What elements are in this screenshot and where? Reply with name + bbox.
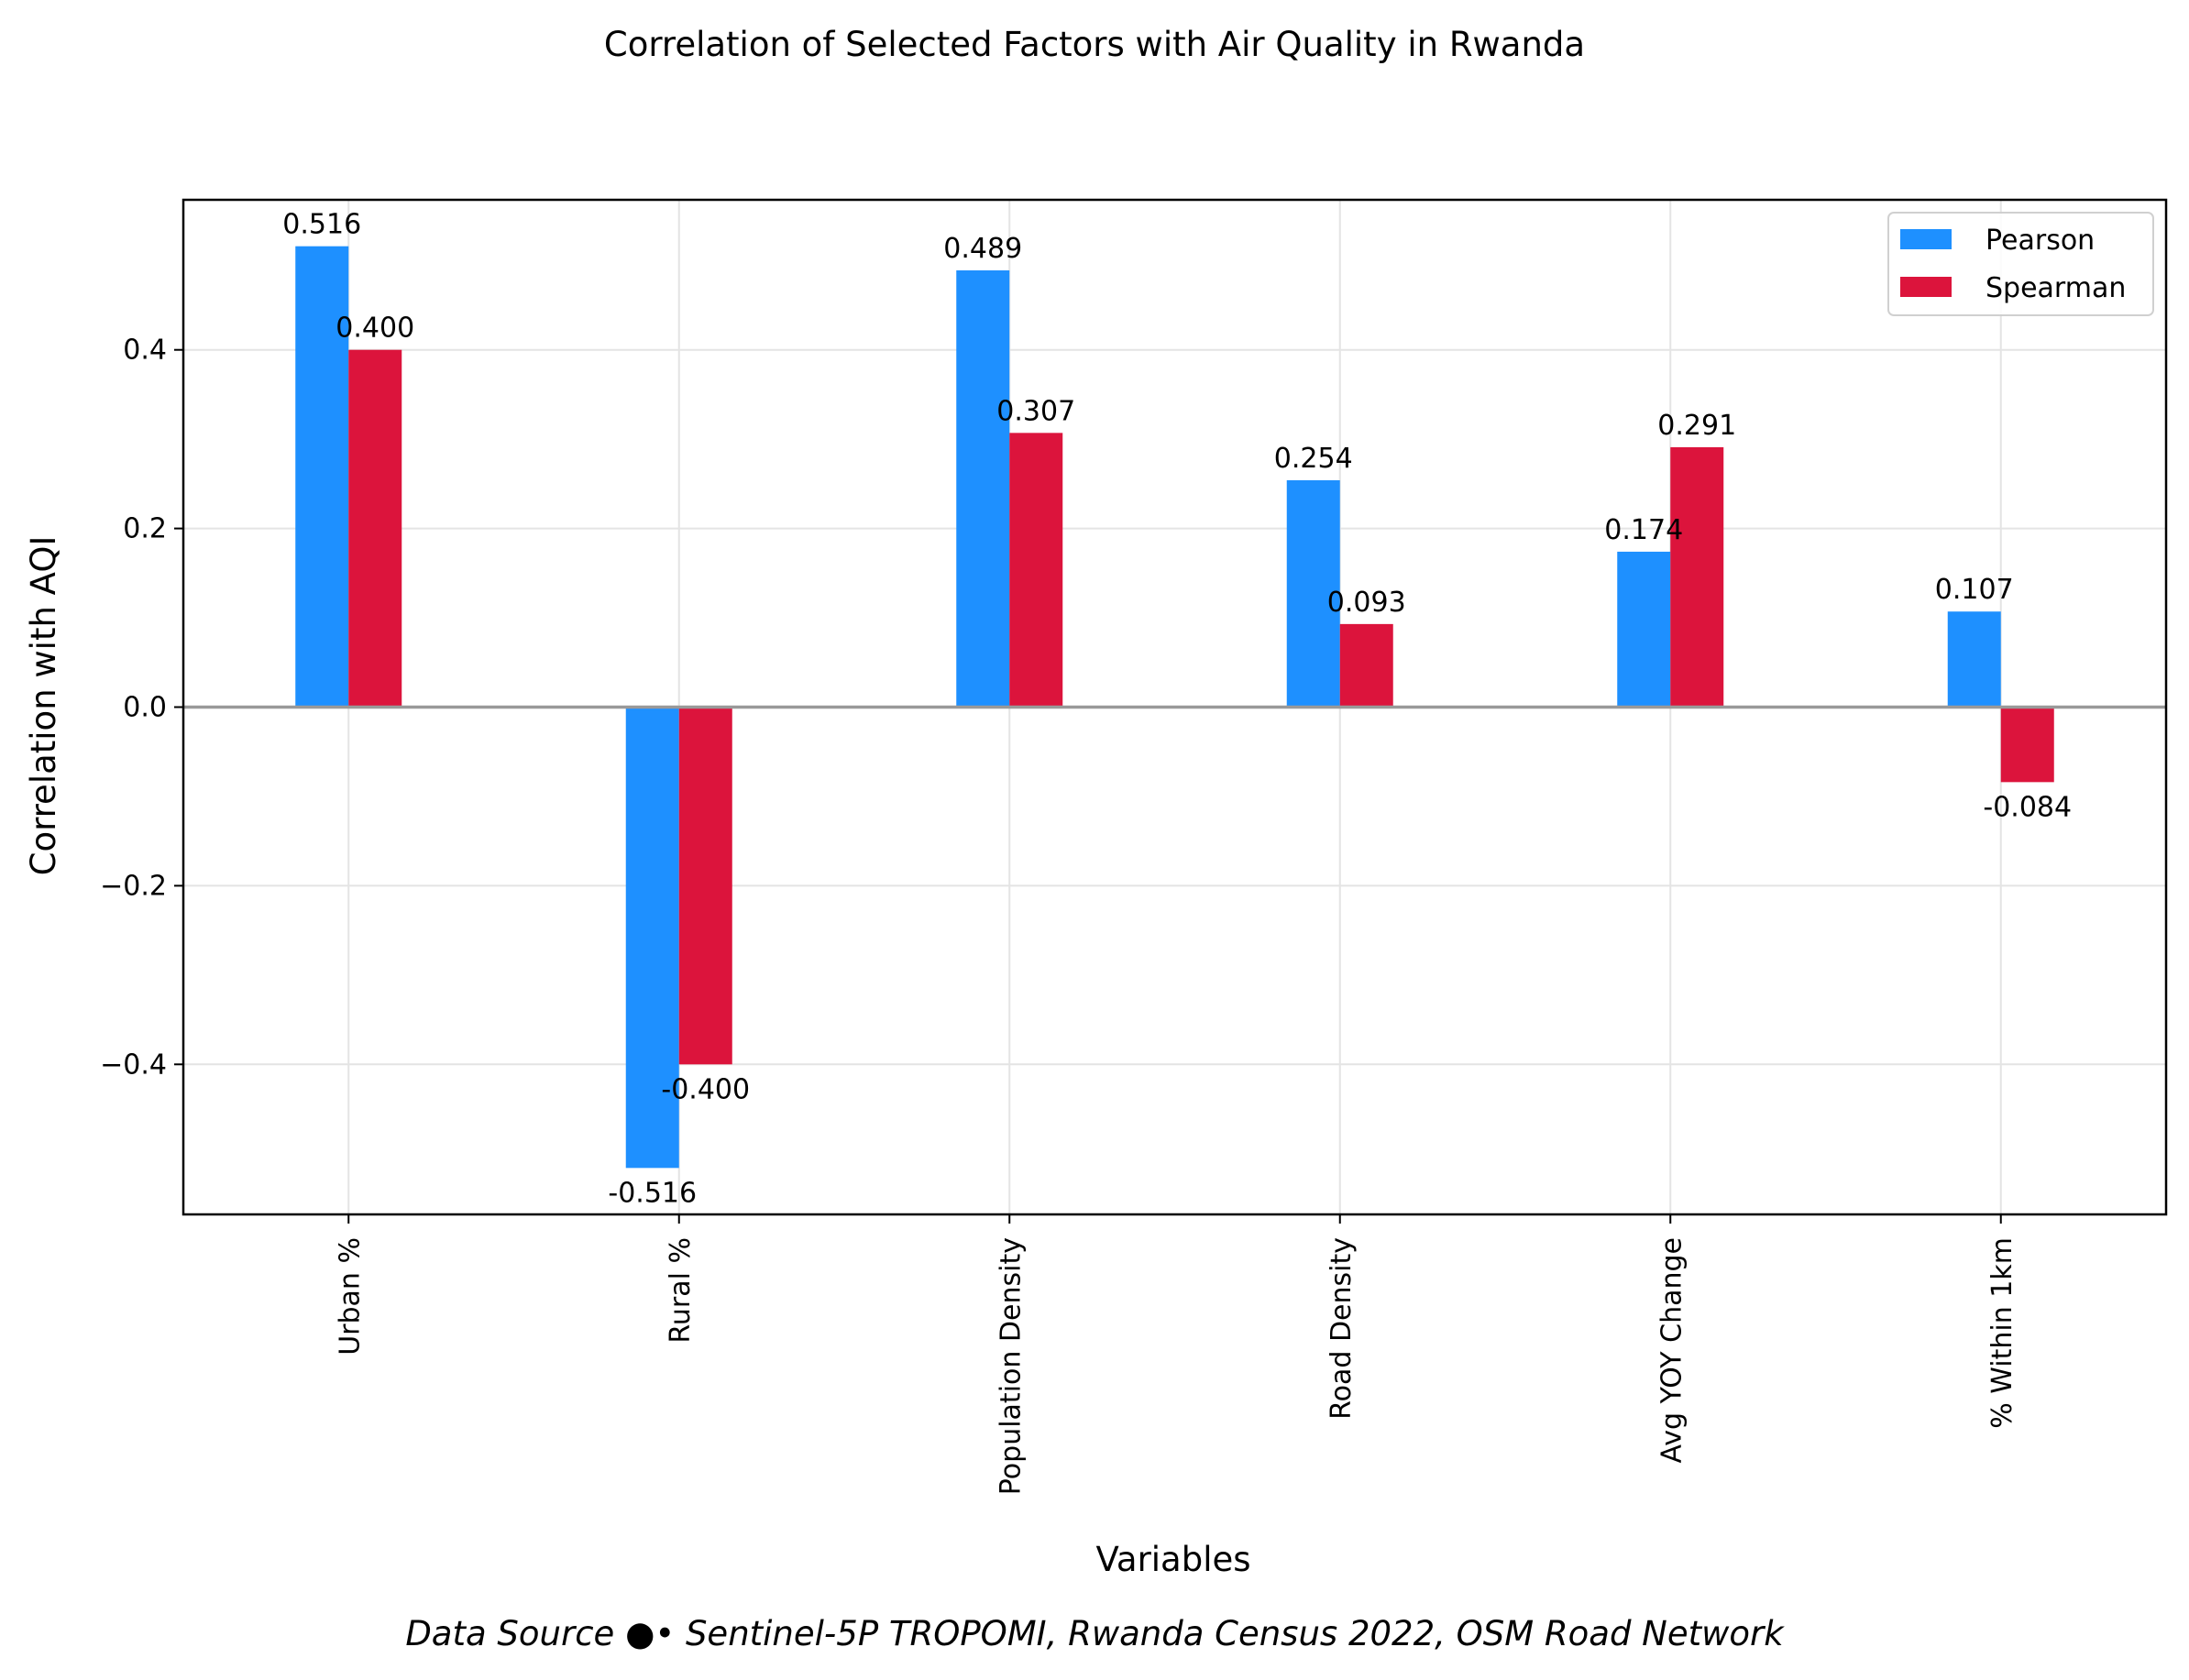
y-tick-label: −0.4 xyxy=(100,1049,167,1081)
y-axis-title: Correlation with AQI xyxy=(24,536,63,876)
x-axis-title: Variables xyxy=(1095,1540,1250,1579)
bar-spearman xyxy=(348,349,402,708)
bar-value-label-spearman: -0.400 xyxy=(661,1073,750,1105)
bar-spearman xyxy=(678,707,732,1065)
x-tick-label: Rural % xyxy=(665,1237,697,1344)
bar-spearman xyxy=(1670,446,1724,708)
legend-swatch-spearman xyxy=(1900,277,1952,297)
y-tick-label: 0.2 xyxy=(123,513,167,545)
x-tick-label: Urban % xyxy=(334,1237,366,1356)
plot-area: 0.516 -0.516 0.489 0.254 0.174 0.107 0.400 -0.4… xyxy=(100,198,2168,1495)
bar-value-label-pearson: -0.516 xyxy=(608,1177,697,1209)
y-tick-label: 0.0 xyxy=(123,692,167,724)
bar-value-label-pearson: 0.107 xyxy=(1935,574,2014,606)
legend-box xyxy=(1887,212,2154,316)
bar-pearson xyxy=(625,707,679,1169)
legend-label-pearson: Pearson xyxy=(1986,225,2095,257)
chart-title: Correlation of Selected Factors with Air… xyxy=(604,25,1585,64)
bar-value-label-pearson: 0.254 xyxy=(1274,443,1353,475)
y-tick-label: −0.2 xyxy=(100,870,167,902)
bar-pearson xyxy=(956,269,1010,708)
bar-spearman xyxy=(2000,707,2054,783)
x-tick-label: % Within 1km xyxy=(1986,1237,2018,1429)
bar-value-label-pearson: 0.489 xyxy=(943,233,1022,265)
legend-swatch-pearson xyxy=(1900,229,1952,249)
legend-label-spearman: Spearman xyxy=(1986,272,2126,304)
y-tick-label: 0.4 xyxy=(123,335,167,367)
data-source-note: Data Source ●• Sentinel-5P TROPOMI, Rwan… xyxy=(405,1614,1785,1653)
bar-pearson xyxy=(1617,551,1671,708)
bar-pearson xyxy=(295,246,349,708)
bar-value-label-spearman: 0.093 xyxy=(1327,587,1406,619)
bar-pearson xyxy=(1947,611,2001,708)
bar-spearman xyxy=(1009,433,1063,708)
x-tick-label: Population Density xyxy=(995,1237,1027,1495)
x-tick-label: Road Density xyxy=(1326,1237,1358,1420)
bar-value-label-spearman: 0.400 xyxy=(336,313,414,345)
bar-value-label-spearman: 0.291 xyxy=(1657,410,1736,442)
bar-value-label-spearman: 0.307 xyxy=(996,395,1075,427)
bar-value-label-pearson: 0.174 xyxy=(1604,514,1683,546)
bar-pearson xyxy=(1286,479,1340,708)
bar-value-label-spearman: -0.084 xyxy=(1983,791,2072,823)
x-tick-label: Avg YOY Change xyxy=(1656,1237,1688,1463)
bar-value-label-pearson: 0.516 xyxy=(282,209,361,241)
legend: Pearson Spearman xyxy=(1887,212,2154,316)
bar-spearman xyxy=(1339,623,1393,708)
